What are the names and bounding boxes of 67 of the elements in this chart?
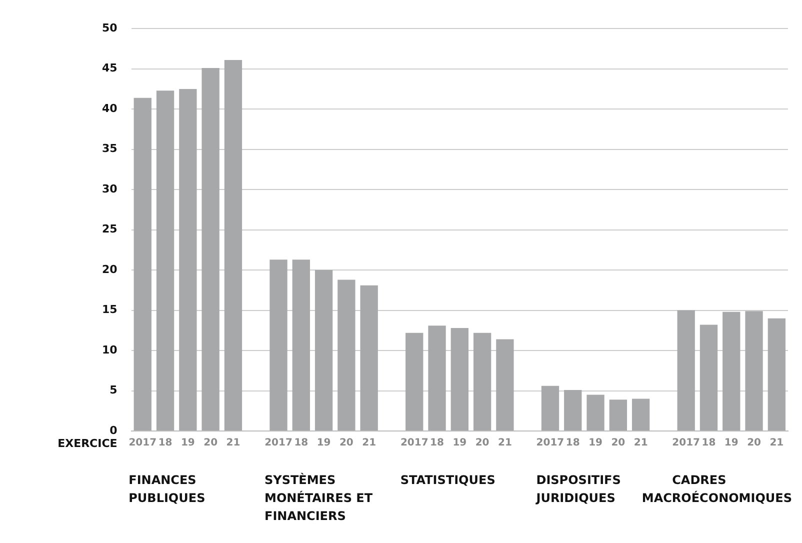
bar — [473, 332, 492, 430]
x-tick-label: 20 — [747, 438, 762, 449]
x-tick-label: 2017 — [400, 438, 428, 449]
bar — [450, 328, 468, 430]
y-tick-label: 10 — [102, 343, 118, 356]
x-tick-label: 20 — [204, 438, 218, 449]
x-tick-label: 18 — [566, 438, 580, 449]
x-tick-label: 18 — [702, 438, 716, 449]
x-tick-label: 20 — [475, 438, 490, 449]
x-tick-label: 19 — [724, 438, 738, 449]
text: CADRES MACROÉCONOMIQUES — [642, 473, 792, 506]
bar — [179, 88, 197, 430]
x-tick-label: 19 — [316, 438, 331, 449]
text: STATISTIQUES — [400, 473, 496, 488]
y-tick-label: 0 — [110, 424, 118, 437]
y-tick-label: 50 — [102, 21, 118, 34]
x-tick-label: 21 — [770, 438, 784, 449]
x-tick-label: 2017 — [264, 438, 292, 449]
bar — [338, 280, 356, 430]
bar — [632, 398, 650, 430]
bar — [768, 318, 786, 430]
bar — [722, 312, 740, 430]
y-tick-label: 30 — [102, 182, 118, 196]
bar — [677, 310, 695, 430]
bar — [156, 90, 174, 430]
bar — [360, 285, 378, 430]
bar — [428, 326, 446, 430]
y-tick-label: 15 — [102, 303, 118, 316]
bar — [586, 394, 604, 430]
y-tick-label: 45 — [102, 62, 118, 75]
x-tick-label: 21 — [226, 438, 240, 449]
bar — [314, 270, 333, 430]
x-tick-label: 2017 — [672, 438, 700, 449]
y-tick-label: 25 — [102, 222, 118, 236]
y-tick-label: 20 — [102, 262, 118, 276]
bar — [134, 98, 152, 430]
x-tick-label: 19 — [180, 438, 195, 449]
bar — [745, 311, 763, 430]
bar — [541, 386, 560, 430]
bar — [609, 400, 627, 430]
bar — [292, 260, 310, 430]
x-tick-label: 19 — [588, 438, 603, 449]
x-axis-title: EXERCICE — [58, 436, 118, 450]
text: SYSTÈMES MONÉTAIRES ET FINANCIERS — [264, 472, 374, 524]
bar — [564, 390, 582, 430]
x-tick-label: 2017 — [128, 438, 157, 449]
bar — [496, 339, 514, 430]
bar — [224, 60, 242, 430]
x-tick-label: 19 — [452, 438, 467, 449]
x-tick-label: 20 — [611, 438, 626, 449]
text: DISPOSITIFS JURIDIQUES — [535, 473, 621, 506]
x-tick-label: 21 — [362, 438, 376, 449]
bar — [202, 68, 220, 430]
x-tick-label: 21 — [498, 438, 512, 449]
y-tick-label: 5 — [110, 384, 118, 397]
x-tick-label: 20 — [339, 438, 354, 449]
text: FINANCES PUBLIQUES — [128, 473, 206, 506]
x-tick-label: 18 — [158, 438, 172, 449]
y-tick-label: 35 — [102, 142, 118, 156]
x-tick-label: 18 — [430, 438, 444, 449]
x-tick-label: 18 — [294, 438, 308, 449]
bar — [700, 324, 718, 430]
bar — [406, 332, 424, 430]
x-tick-label: 21 — [634, 438, 648, 449]
bar — [270, 260, 288, 430]
y-tick-label: 40 — [102, 102, 118, 115]
x-tick-label: 2017 — [536, 438, 564, 449]
